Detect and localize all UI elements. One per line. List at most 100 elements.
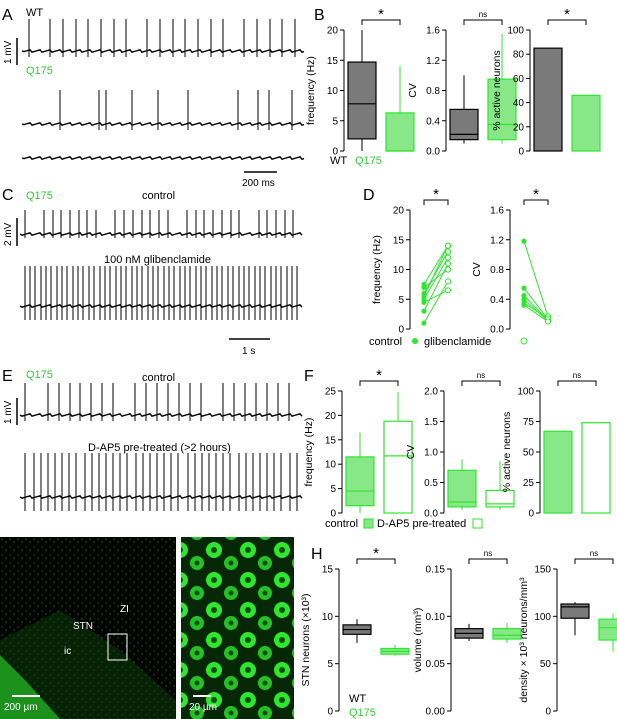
bar-control <box>543 430 573 514</box>
y-tick-label: 1.0 <box>424 448 438 459</box>
pair-line <box>423 281 449 324</box>
y-tick-label: 0.00 <box>426 707 446 718</box>
box-WT <box>560 603 590 619</box>
condition-label-control-e: control <box>142 372 175 384</box>
y-axis-label: volume (mm³) <box>412 608 424 673</box>
box-Q175 <box>487 78 517 141</box>
y-tick-label: 15 <box>327 56 339 67</box>
panel-letter-h: H <box>311 546 323 563</box>
box-WT <box>347 61 377 140</box>
chart-B3: 0 20 40 60 80 100 % active neurons * <box>491 6 601 158</box>
panel-letter-f: F <box>304 368 314 385</box>
significance-label: * <box>373 545 379 562</box>
significance-label: * <box>533 186 539 203</box>
point-glibenclamide <box>444 287 452 294</box>
chart-D1: 0 5 10 15 20 frequency (Hz) * <box>371 186 452 336</box>
pair-line <box>423 263 449 312</box>
y-tick-label: 0 <box>545 707 551 718</box>
y-tick-label: 15 <box>322 565 334 576</box>
chart-H3: 0 50 100 150 density × 10³ neurons/mm³ ns <box>518 549 617 718</box>
panel-letter-b: B <box>314 7 325 24</box>
y-tick-label: 15 <box>325 435 337 446</box>
y-tick-label: 1.6 <box>490 206 504 217</box>
legend-h-q175: Q175 <box>349 707 376 719</box>
y-axis-label: CV <box>407 83 419 98</box>
y-tick-label: 20 <box>513 122 525 133</box>
significance-bracket <box>356 558 396 564</box>
significance-label: ns <box>573 371 581 380</box>
y-axis-label: % active neurons <box>491 50 503 131</box>
trace-label-wt: WT <box>26 7 43 19</box>
scale-label-mv-c: 2 mV <box>3 222 14 246</box>
significance-label: * <box>433 186 439 203</box>
legend-b-wt: WT <box>330 155 347 167</box>
trace-label-q175: Q175 <box>26 65 53 77</box>
y-tick-label: 5 <box>330 484 336 495</box>
y-tick-label: 100 <box>534 612 551 623</box>
y-tick-label: 0.0 <box>490 325 504 336</box>
y-axis-label: frequency (Hz) <box>371 235 383 304</box>
scale-label-mv-a: 1 mV <box>3 40 14 64</box>
significance-bracket <box>461 380 501 386</box>
pair-line <box>523 241 549 317</box>
box-Q175 <box>598 618 617 641</box>
chart-F1: 0 5 10 15 20 25 frequency (Hz) * <box>303 367 413 520</box>
significance-label: ns <box>477 371 485 380</box>
chart-B2: 0.0 0.4 0.8 1.2 1.6 CV ns <box>407 10 517 158</box>
point-glibenclamide <box>444 242 452 249</box>
y-axis-label: frequency (Hz) <box>305 56 317 125</box>
significance-bracket <box>423 199 449 205</box>
y-tick-label: 10 <box>322 612 334 623</box>
scale-label-ms-a: 200 ms <box>242 178 275 189</box>
point-glibenclamide <box>444 260 452 267</box>
trace-a-q175-silent-baseline <box>21 155 305 161</box>
y-tick-label: 100 <box>507 26 524 37</box>
legend-d-control: control <box>369 336 402 348</box>
y-tick-label: 0.15 <box>426 565 446 576</box>
significance-label: * <box>564 6 570 23</box>
chart-B1: 0 5 10 15 20 frequency (Hz) * <box>305 6 415 158</box>
point-control <box>421 290 427 296</box>
point-glibenclamide <box>444 248 452 255</box>
scale-label-s-c: 1 s <box>242 346 255 357</box>
micrograph-zoom <box>181 537 294 719</box>
pair-line <box>523 298 549 322</box>
trace-a-q175-active-baseline <box>21 121 305 127</box>
overview-dark-region <box>0 610 176 719</box>
chart-H1: 0 5 10 15 STN neurons (×10³) * <box>300 545 410 718</box>
zoom-region-box <box>107 633 128 661</box>
box-D-AP5 pre-treated <box>383 420 413 514</box>
significance-bracket <box>557 380 597 386</box>
y-tick-label: 2.0 <box>424 387 438 398</box>
box-Q175 <box>492 628 522 640</box>
y-tick-label: 1.6 <box>426 26 440 37</box>
y-tick-label: 10 <box>393 265 405 276</box>
y-tick-label: 0.05 <box>426 659 446 670</box>
pair-line <box>523 304 549 322</box>
y-tick-label: 0 <box>330 509 336 520</box>
panel-letter-e: E <box>2 368 13 385</box>
significance-label: ns <box>479 10 487 19</box>
chart-F2: 0.0 0.5 1.0 1.5 2.0 CV ns <box>405 371 515 520</box>
legend-f-dap5: D-AP5 pre-treated <box>377 518 466 530</box>
chart-D2: 0.0 0.4 0.8 1.2 1.6 CV * <box>471 186 552 336</box>
y-axis-label: STN neurons (×10³) <box>300 593 312 686</box>
significance-bracket <box>359 380 399 386</box>
y-tick-label: 25 <box>523 478 535 489</box>
legend-f-dap5-swatch <box>472 518 483 529</box>
y-tick-label: 1.2 <box>426 56 440 67</box>
point-glibenclamide <box>444 278 452 285</box>
legend-d-glib: glibenclamide <box>424 336 491 348</box>
y-tick-label: 1.2 <box>490 235 504 246</box>
y-tick-label: 50 <box>540 659 552 670</box>
pair-line <box>523 302 549 320</box>
box-D-AP5 pre-treated <box>485 489 515 508</box>
y-tick-label: 0 <box>528 509 534 520</box>
significance-bracket <box>463 19 503 25</box>
legend-f-control-swatch <box>363 518 374 529</box>
box-control <box>447 469 477 508</box>
genotype-label-e: Q175 <box>26 369 53 381</box>
y-tick-label: 0.4 <box>426 116 440 127</box>
bar-WT <box>533 47 563 152</box>
